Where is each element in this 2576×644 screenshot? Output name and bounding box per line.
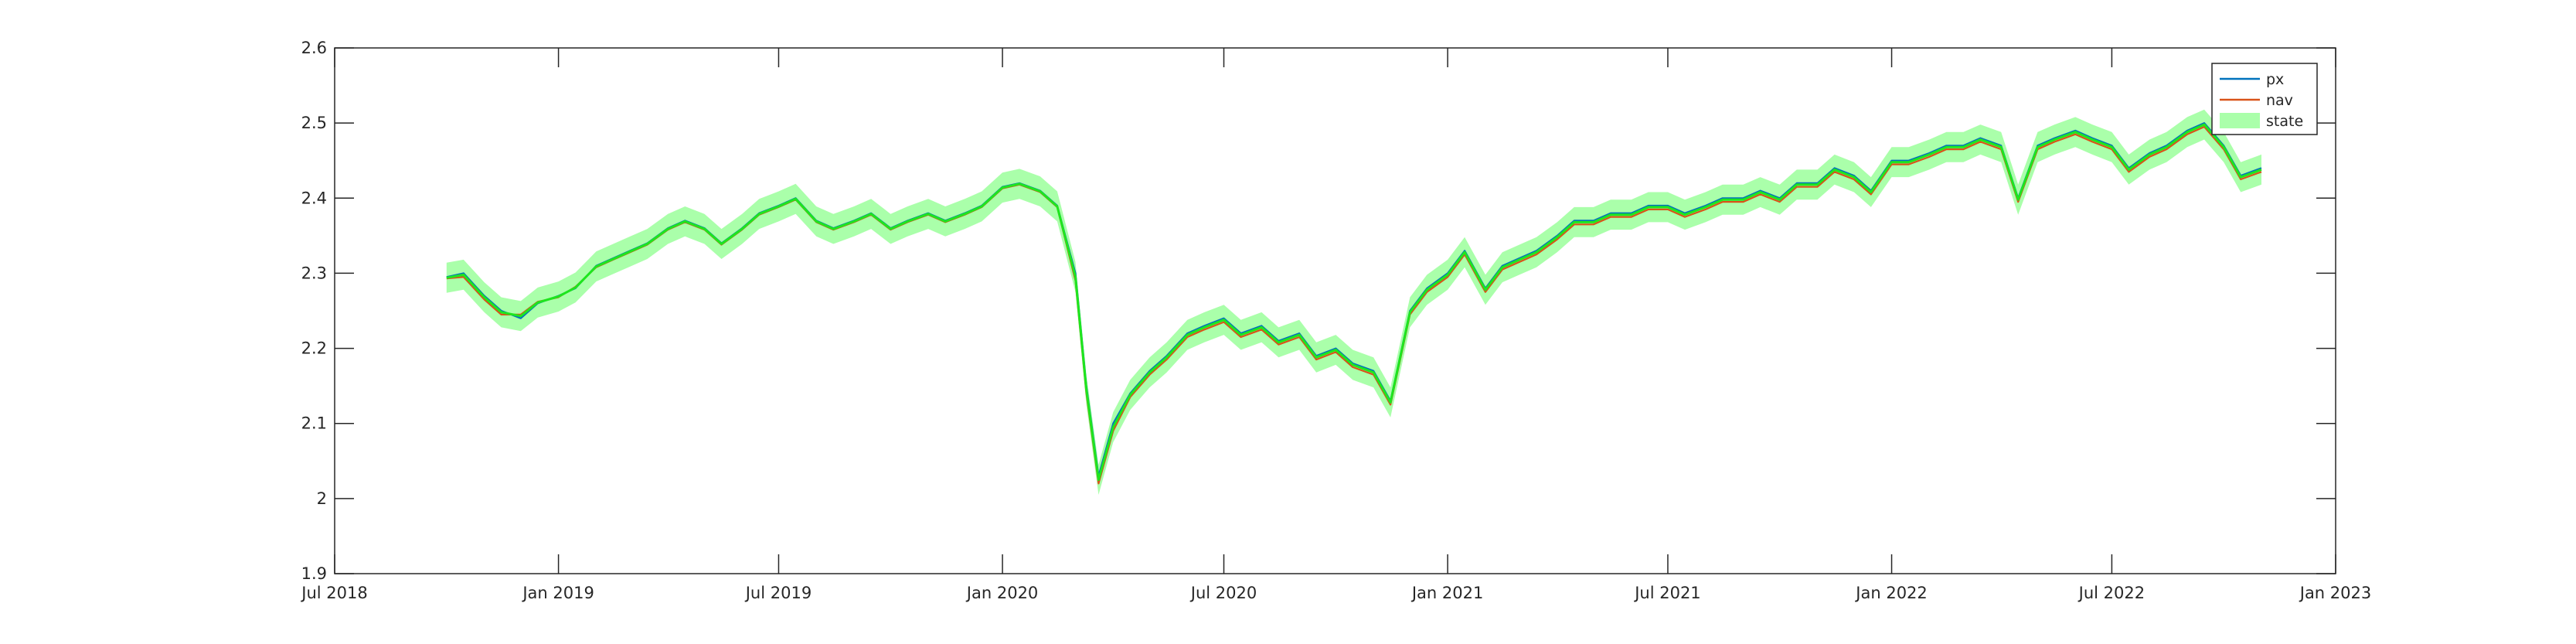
legend-label-state: state bbox=[2266, 113, 2303, 130]
series-state-band bbox=[446, 109, 2261, 495]
series-state-line bbox=[446, 123, 2262, 482]
x-tick-label: Jan 2020 bbox=[965, 584, 1039, 602]
axes-box bbox=[334, 47, 2336, 574]
y-tick-label: 2.3 bbox=[301, 264, 327, 282]
legend-label-px: px bbox=[2266, 71, 2284, 88]
plot-area bbox=[446, 109, 2262, 495]
y-tick-label: 2.6 bbox=[301, 39, 327, 57]
x-tick-label: Jul 2021 bbox=[1633, 584, 1700, 602]
x-tick-label: Jan 2021 bbox=[1411, 584, 1484, 602]
legend-swatch-state bbox=[2220, 113, 2260, 128]
y-tick-label: 1.9 bbox=[301, 564, 327, 583]
x-tick-label: Jan 2019 bbox=[521, 584, 594, 602]
y-tick-label: 2.5 bbox=[301, 114, 327, 132]
y-tick-label: 2.4 bbox=[301, 189, 327, 207]
axes: Jul 2018 Jan 2019 Jul 2019 Jan 2020 Jul 2020… bbox=[300, 39, 2371, 602]
y-tick-label: 2.1 bbox=[301, 414, 327, 433]
y-tick-label: 2.2 bbox=[301, 339, 327, 358]
x-tick-label: Jan 2023 bbox=[2299, 584, 2372, 602]
x-tick-label: Jul 2020 bbox=[1189, 584, 1257, 602]
x-tick-label: Jan 2022 bbox=[1854, 584, 1928, 602]
x-tick-label: Jul 2022 bbox=[2077, 584, 2145, 602]
x-tick-label: Jul 2019 bbox=[744, 584, 812, 602]
legend: px nav state bbox=[2211, 63, 2318, 135]
legend-label-nav: nav bbox=[2266, 92, 2293, 109]
y-tick-label: 2 bbox=[317, 489, 327, 508]
x-tick-label: Jul 2018 bbox=[300, 584, 367, 602]
